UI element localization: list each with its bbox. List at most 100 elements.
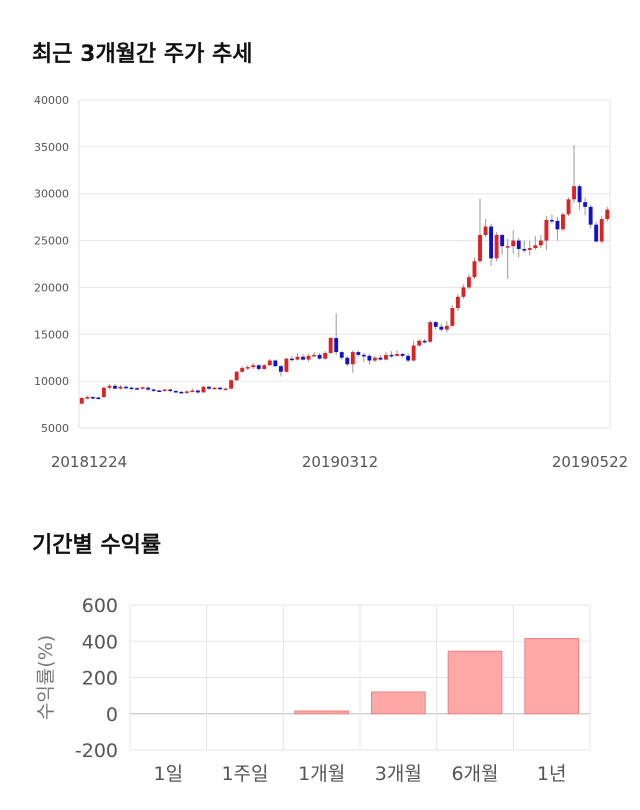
candle-body — [483, 226, 488, 235]
return-bar — [371, 691, 426, 715]
candle-body — [107, 385, 112, 388]
candle-body — [527, 248, 532, 250]
candle-body — [500, 234, 505, 247]
candle-body — [588, 206, 593, 225]
y-tick-label: 5000 — [41, 422, 69, 435]
price-candlestick-chart: 5000 10000 15000 20000 25000 30000 35000 40000 2… — [34, 94, 628, 471]
x-category-label: 3개월 — [375, 763, 422, 785]
candle-body — [240, 368, 245, 372]
candle-body — [218, 387, 222, 390]
price-trend-title: 최근 3개월간 주가 추세 — [32, 42, 253, 67]
x-tick-label: 20181224 — [51, 453, 127, 471]
candle-body — [450, 308, 455, 326]
candle-body — [207, 386, 211, 389]
candle-body — [306, 355, 311, 360]
candle-body — [561, 214, 565, 230]
candle-body — [184, 391, 189, 393]
y-tick-label: 0 — [106, 704, 118, 726]
candle-body — [522, 249, 527, 251]
y-tick-label: 10000 — [34, 375, 69, 388]
y-tick-label: 20000 — [34, 281, 69, 294]
period-returns-title: 기간별 수익률 — [32, 533, 162, 558]
y-tick-label: 25000 — [34, 235, 69, 248]
candle-body — [478, 234, 482, 262]
candle-body — [422, 340, 427, 343]
x-category-label: 1개월 — [298, 763, 345, 785]
candle-body — [467, 277, 471, 288]
candle-body — [328, 338, 333, 354]
candle-body — [146, 387, 151, 390]
candle-body — [312, 354, 317, 357]
candle-body — [472, 261, 477, 278]
candle-body — [350, 352, 355, 365]
candle-body — [212, 387, 217, 390]
candle-body — [577, 186, 582, 203]
candle-body — [317, 354, 322, 359]
candle-body — [278, 366, 283, 372]
y-tick-label: 30000 — [34, 188, 69, 201]
candle-body — [301, 356, 305, 360]
candle-body — [173, 390, 178, 393]
candle-body — [428, 322, 433, 342]
return-bar — [294, 710, 350, 715]
candle-body — [168, 389, 173, 392]
candle-body — [400, 353, 405, 356]
candle-body — [334, 338, 339, 353]
candle-body — [229, 380, 234, 389]
candle-body — [323, 353, 328, 359]
candle-body — [273, 360, 278, 367]
candle-body — [345, 357, 350, 365]
candle-body — [384, 354, 388, 360]
candle-body — [505, 246, 510, 248]
candle-body — [594, 224, 599, 242]
x-tick-label: 20190312 — [302, 453, 378, 471]
candle-body — [151, 389, 156, 392]
x-category-label: 1년 — [537, 763, 567, 785]
candle-body — [195, 390, 200, 393]
candle-body — [439, 326, 444, 330]
candle-body — [234, 371, 239, 381]
candle-body — [256, 365, 261, 369]
candle-body — [361, 354, 366, 357]
y-tick-label: 600 — [82, 595, 118, 617]
y-tick-label: 15000 — [34, 328, 69, 341]
candle-body — [494, 234, 499, 259]
candle-body — [262, 365, 267, 369]
candle-body — [251, 365, 256, 368]
candle-body — [290, 358, 294, 361]
candle-body — [572, 186, 576, 200]
candle-body — [511, 240, 516, 247]
y-tick-label: 40000 — [34, 94, 69, 107]
candle-body — [157, 390, 162, 393]
candle-body — [538, 240, 543, 246]
candle-body — [555, 220, 560, 230]
candle-body — [395, 353, 399, 356]
candle-body — [179, 391, 184, 394]
candle-body — [433, 322, 438, 327]
candle-body — [444, 325, 449, 330]
candle-body — [201, 386, 206, 393]
candle-body — [455, 296, 460, 309]
x-category-label: 1일 — [154, 763, 184, 785]
candle-body — [129, 387, 134, 390]
candle-body — [124, 386, 128, 389]
candle-body — [389, 354, 394, 357]
y-axis-label: 수익률(%) — [35, 635, 57, 720]
candle-body — [566, 199, 571, 215]
candle-body — [605, 209, 610, 220]
candle-body — [411, 345, 416, 361]
candle-body — [533, 245, 538, 249]
candle-body — [372, 357, 377, 361]
candle-body — [284, 358, 289, 372]
x-category-label: 6개월 — [451, 763, 498, 785]
candle-body — [367, 355, 372, 361]
candle-body — [599, 219, 604, 242]
y-tick-label: 200 — [82, 668, 118, 690]
candle-body — [356, 352, 361, 355]
return-bar — [524, 638, 579, 715]
candle-body — [461, 287, 466, 297]
candle-body — [544, 219, 549, 241]
candle-body — [96, 397, 101, 400]
y-tick-label: -200 — [75, 740, 118, 762]
